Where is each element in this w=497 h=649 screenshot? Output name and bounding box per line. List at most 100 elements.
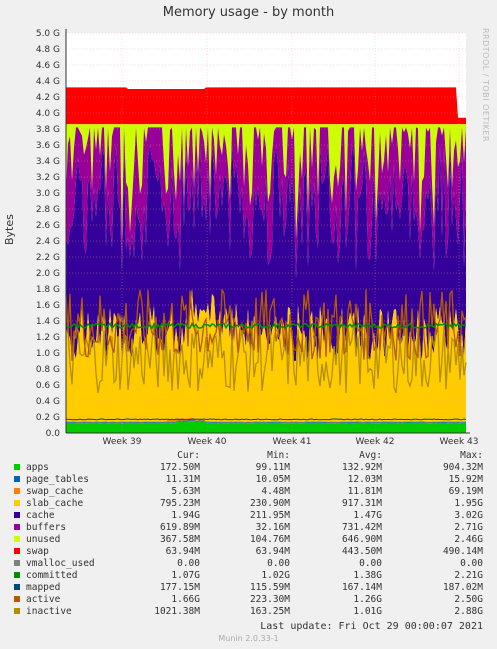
legend-swatch xyxy=(14,464,20,470)
legend-max-value: 490.14M xyxy=(442,546,483,557)
y-tick-label: 0.8 G xyxy=(36,365,60,375)
legend-cur-value: 795.23M xyxy=(159,498,200,509)
legend-cur-value: 1.66G xyxy=(171,594,200,605)
legend-max-value: 2.46G xyxy=(454,534,483,545)
legend-min-value: 223.30M xyxy=(249,594,290,605)
legend-row-apps: apps 172.50M 99.11M 132.92M 904.32M xyxy=(0,462,497,474)
band-unused xyxy=(66,124,466,246)
legend-avg-value: 1.38G xyxy=(353,570,382,581)
legend-cur-value: 367.58M xyxy=(159,534,200,545)
band-buffers xyxy=(66,127,466,279)
y-tick-label: 2.8 G xyxy=(36,205,60,215)
band-apps xyxy=(66,421,466,433)
y-tick-label: 3.2 G xyxy=(36,173,60,183)
legend-cur-value: 1.94G xyxy=(171,510,200,521)
x-tick-label: Week 40 xyxy=(188,437,227,447)
y-tick-label: 0.4 G xyxy=(36,397,60,407)
y-tick-label: 0.6 G xyxy=(36,381,60,391)
legend-max-value: 1.95G xyxy=(454,498,483,509)
y-tick-label: 3.8 G xyxy=(36,125,60,135)
legend-header-avg: Avg: xyxy=(359,450,382,461)
y-tick-label: 3.6 G xyxy=(36,141,60,151)
legend-name: unused xyxy=(26,534,61,545)
y-tick-label: 3.0 G xyxy=(36,189,60,199)
y-tick-label: 3.4 G xyxy=(36,157,60,167)
band-swap xyxy=(66,87,466,125)
legend-cur-value: 11.31M xyxy=(165,474,200,485)
legend-row-committed: committed 1.07G 1.02G 1.38G 2.21G xyxy=(0,570,497,582)
memory-chart: 0.0 0.2 G 0.4 G 0.6 G 0.8 G 1.0 G 1.2 G 1.4 G 1.… xyxy=(36,29,479,447)
legend-avg-value: 646.90M xyxy=(341,534,382,545)
y-tick-label: 1.8 G xyxy=(36,285,60,295)
legend-swatch xyxy=(14,560,20,566)
legend-swatch xyxy=(14,488,20,494)
legend-name: committed xyxy=(26,570,78,581)
legend-row-cache: cache 1.94G 211.95M 1.47G 3.02G xyxy=(0,510,497,522)
legend-min-value: 163.25M xyxy=(249,606,290,617)
legend-swatch xyxy=(14,596,20,602)
legend-row-slab-cache: slab_cache 795.23M 230.90M 917.31M 1.95G xyxy=(0,498,497,510)
legend-name: apps xyxy=(26,462,49,473)
legend-min-value: 32.16M xyxy=(255,522,290,533)
legend-avg-value: 731.42M xyxy=(341,522,382,533)
legend-max-value: 15.92M xyxy=(448,474,483,485)
legend-swatch xyxy=(14,476,20,482)
y-tick-label: 1.0 G xyxy=(36,349,60,359)
legend-row-swap: swap 63.94M 63.94M 443.50M 490.14M xyxy=(0,546,497,558)
legend-swatch xyxy=(14,584,20,590)
chart-title: Memory usage - by month xyxy=(162,5,335,20)
legend-min-value: 63.94M xyxy=(255,546,290,557)
y-tick-label: 4.8 G xyxy=(36,45,60,55)
legend-row-mapped: mapped 177.15M 115.59M 167.14M 187.02M xyxy=(0,582,497,594)
band-page-tables xyxy=(66,420,466,424)
legend-max-value: 904.32M xyxy=(442,462,483,473)
y-tick-label: 2.0 G xyxy=(36,269,60,279)
legend-row-active: active 1.66G 223.30M 1.26G 2.50G xyxy=(0,594,497,606)
legend-avg-value: 167.14M xyxy=(341,582,382,593)
legend-header-max: Max: xyxy=(460,450,483,461)
y-tick-label: 1.2 G xyxy=(36,333,60,343)
legend-row-buffers: buffers 619.89M 32.16M 731.42M 2.71G xyxy=(0,522,497,534)
legend-swatch xyxy=(14,500,20,506)
legend-min-value: 1.02G xyxy=(261,570,290,581)
legend-cur-value: 0.00 xyxy=(177,558,200,569)
legend-name: page_tables xyxy=(26,474,89,485)
legend-min-value: 10.05M xyxy=(255,474,290,485)
legend-avg-value: 0.00 xyxy=(359,558,382,569)
legend-max-value: 187.02M xyxy=(442,582,483,593)
legend-min-value: 0.00 xyxy=(267,558,290,569)
legend-cur-value: 177.15M xyxy=(159,582,200,593)
legend-max-value: 0.00 xyxy=(460,558,483,569)
line-active xyxy=(65,289,467,361)
legend-cur-value: 172.50M xyxy=(159,462,200,473)
y-tick-label: 4.4 G xyxy=(36,77,60,87)
line-mapped xyxy=(65,418,467,421)
legend-min-value: 99.11M xyxy=(255,462,290,473)
legend-swatch xyxy=(14,608,20,614)
legend-cur-value: 1.07G xyxy=(171,570,200,581)
band-slab-cache xyxy=(66,288,466,422)
x-tick-label: Week 42 xyxy=(356,437,395,447)
legend-max-value: 2.50G xyxy=(454,594,483,605)
legend-cur-value: 1021.38M xyxy=(154,606,200,617)
legend-row-inactive: inactive 1021.38M 163.25M 1.01G 2.88G xyxy=(0,606,497,618)
legend-swatch xyxy=(14,512,20,518)
legend-avg-value: 11.81M xyxy=(347,486,382,497)
legend-max-value: 2.71G xyxy=(454,522,483,533)
legend-max-value: 3.02G xyxy=(454,510,483,521)
line-inactive xyxy=(65,321,467,394)
legend-name: active xyxy=(26,594,61,605)
legend-name: mapped xyxy=(26,582,61,593)
legend-cur-value: 5.63M xyxy=(171,486,200,497)
legend-swatch xyxy=(14,548,20,554)
x-tick-label: Week 43 xyxy=(440,437,479,447)
legend-header-cur: Cur: xyxy=(177,450,200,461)
x-tick-label: Week 41 xyxy=(273,437,312,447)
legend-name: cache xyxy=(26,510,55,521)
legend-max-value: 69.19M xyxy=(448,486,483,497)
legend-min-value: 115.59M xyxy=(249,582,290,593)
legend-swatch xyxy=(14,536,20,542)
legend-min-value: 230.90M xyxy=(249,498,290,509)
y-tick-label: 1.4 G xyxy=(36,317,60,327)
legend-avg-value: 1.01G xyxy=(353,606,382,617)
